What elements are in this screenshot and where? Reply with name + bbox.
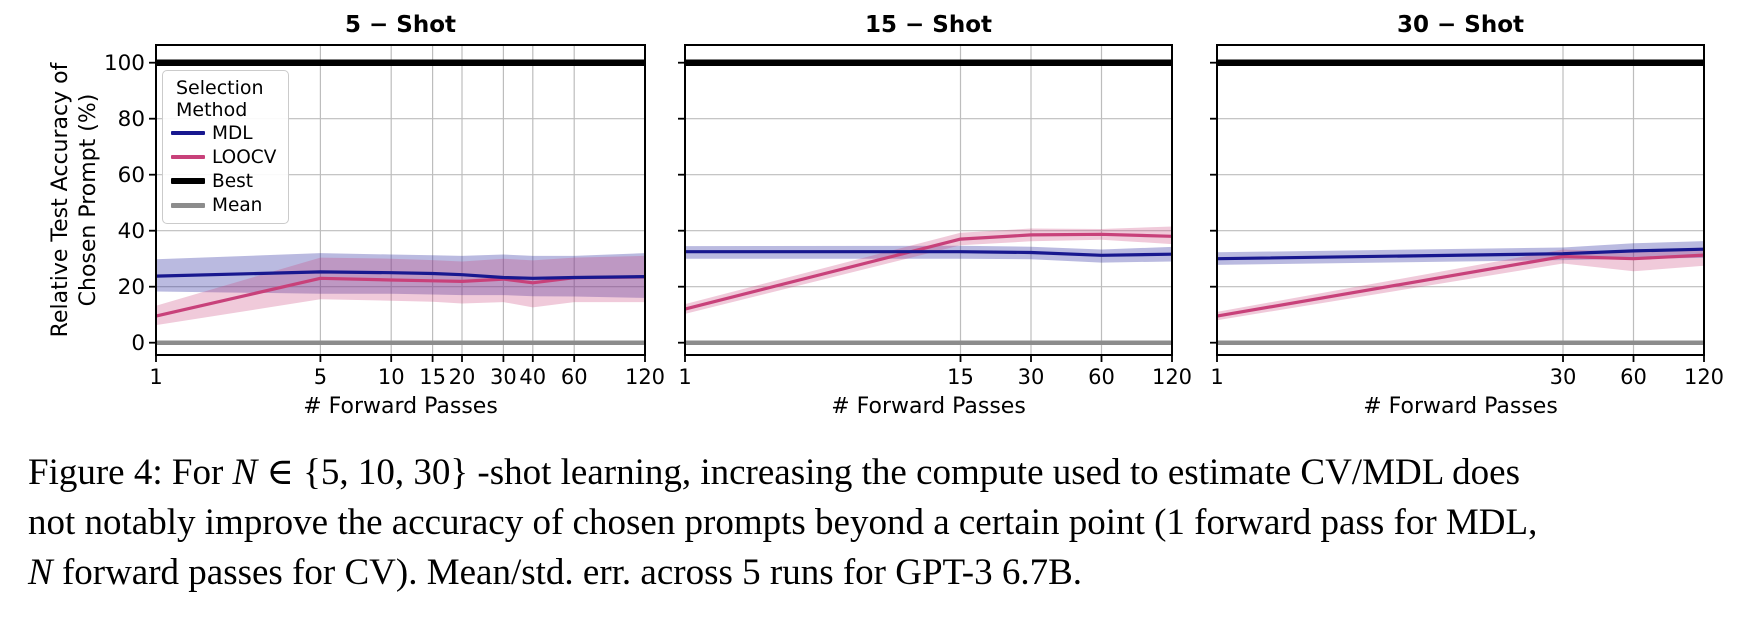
mdl-line xyxy=(685,250,1173,257)
legend-item-label: MDL xyxy=(212,122,253,144)
x-tick-label: 120 xyxy=(1684,365,1724,389)
x-tick-label: 60 xyxy=(561,365,588,389)
legend-title-line2: Method xyxy=(176,99,248,121)
loocv-confidence-band xyxy=(1217,247,1704,321)
caption-text: not notably improve the accuracy of chos… xyxy=(28,502,1538,543)
figure-caption: Figure 4: For N ∈ {5, 10, 30} -shot lear… xyxy=(28,448,1537,598)
plot-border xyxy=(155,44,646,356)
caption-text: ∈ {5, 10, 30} -shot learning, increasing… xyxy=(257,452,1520,493)
mdl-confidence-band xyxy=(1217,241,1704,265)
caption-text: forward passes for CV). Mean/std. err. a… xyxy=(52,552,1083,593)
x-tick-label: 20 xyxy=(449,365,476,389)
legend: Selection Method MDL LOOCV Best Mean xyxy=(162,70,289,224)
x-tick-label: 1 xyxy=(149,365,162,389)
legend-item-label: LOOCV xyxy=(212,146,277,168)
x-tick-label: 120 xyxy=(625,365,665,389)
y-tick-label: 80 xyxy=(118,107,145,132)
caption-text: Figure 4: For xyxy=(28,452,233,493)
caption-line-3: N forward passes for CV). Mean/std. err.… xyxy=(28,548,1537,598)
loocv-line xyxy=(684,232,1173,311)
y-tick-label: 20 xyxy=(118,275,145,300)
x-tick-label: 15 xyxy=(419,365,446,389)
legend-item-label: Mean xyxy=(212,194,263,216)
legend-item-loocv: LOOCV xyxy=(171,145,280,169)
x-tick-label: 60 xyxy=(1620,365,1647,389)
panel-title: 15 − Shot xyxy=(865,12,992,38)
legend-title: Selection Method xyxy=(171,77,280,121)
y-tick-label: 40 xyxy=(118,219,145,244)
legend-item-label: Best xyxy=(212,170,253,192)
mdl-line xyxy=(1216,247,1705,261)
x-tick-label: 10 xyxy=(378,365,405,389)
legend-items: MDL LOOCV Best Mean xyxy=(171,121,280,217)
x-tick-label: 1 xyxy=(1210,365,1223,389)
x-tick-label: 30 xyxy=(490,365,517,389)
mdl-confidence-band xyxy=(685,245,1172,263)
x-axis-label: # Forward Passes xyxy=(831,394,1026,419)
panel-title: 30 − Shot xyxy=(1397,12,1524,38)
x-axis-label: # Forward Passes xyxy=(303,394,498,419)
legend-title-line1: Selection xyxy=(176,77,264,99)
caption-line-2: not notably improve the accuracy of chos… xyxy=(28,498,1537,548)
plot-border xyxy=(684,44,1173,356)
caption-math-n: N xyxy=(232,452,258,493)
y-axis-label: Relative Test Accuracy of Chosen Prompt … xyxy=(47,35,103,365)
x-tick-label: 1 xyxy=(678,365,691,389)
panel-title: 5 − Shot xyxy=(345,12,456,38)
x-tick-label: 5 xyxy=(314,365,327,389)
mdl-line xyxy=(155,270,646,280)
loocv-confidence-band xyxy=(685,226,1172,314)
y-tick-label: 60 xyxy=(118,163,145,188)
loocv-line xyxy=(1216,253,1705,318)
x-tick-label: 60 xyxy=(1088,365,1115,389)
legend-item-best: Best xyxy=(171,169,280,193)
mdl-line-swatch-icon xyxy=(171,131,205,135)
x-tick-label: 120 xyxy=(1152,365,1192,389)
x-axis-label: # Forward Passes xyxy=(1363,394,1558,419)
loocv-line-swatch-icon xyxy=(171,155,205,159)
caption-math-n: N xyxy=(28,552,53,593)
y-axis-label-line1: Relative Test Accuracy of xyxy=(48,62,73,338)
legend-item-mdl: MDL xyxy=(171,121,280,145)
x-tick-label: 30 xyxy=(1550,365,1577,389)
mean-line-swatch-icon xyxy=(171,202,205,208)
legend-item-mean: Mean xyxy=(171,193,280,217)
y-tick-label: 0 xyxy=(131,331,145,356)
y-axis-label-line2: Chosen Prompt (%) xyxy=(76,93,101,307)
plot-border xyxy=(1216,44,1705,356)
x-tick-label: 40 xyxy=(519,365,546,389)
loocv-line xyxy=(155,275,646,318)
best-line-swatch-icon xyxy=(171,178,205,184)
x-tick-label: 15 xyxy=(947,365,974,389)
caption-line-1: Figure 4: For N ∈ {5, 10, 30} -shot lear… xyxy=(28,448,1537,498)
x-tick-label: 30 xyxy=(1018,365,1045,389)
y-tick-label: 100 xyxy=(104,51,145,76)
